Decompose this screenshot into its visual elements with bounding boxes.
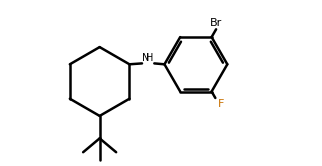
- Text: H: H: [146, 53, 153, 63]
- Text: Br: Br: [210, 18, 222, 28]
- Text: F: F: [218, 99, 224, 110]
- Text: N: N: [142, 53, 149, 63]
